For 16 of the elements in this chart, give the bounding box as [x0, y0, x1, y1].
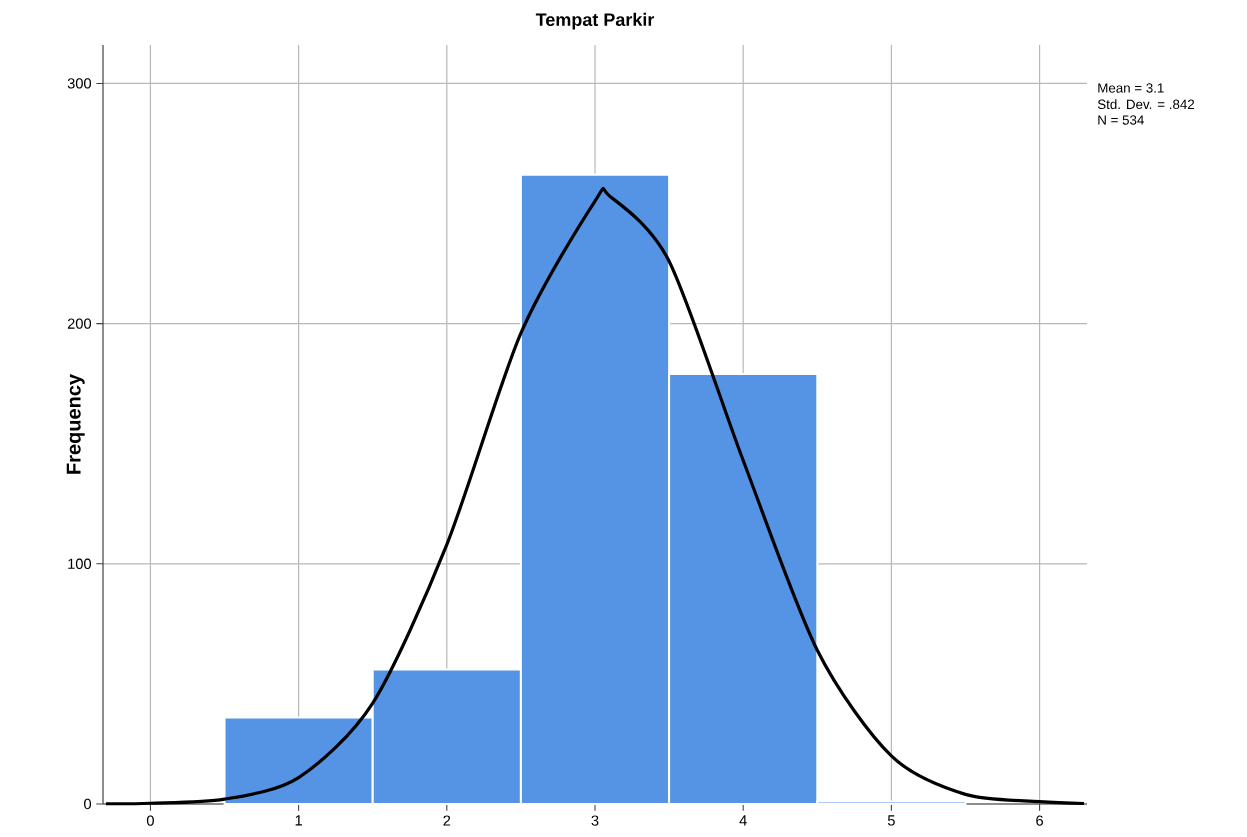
x-tick-label: 5 [887, 815, 895, 826]
y-tick-label: 200 [67, 318, 92, 329]
y-axis-title: Frequency [66, 374, 85, 474]
x-tick-label: 0 [146, 815, 154, 826]
text: Std. Dev. = .842 [1097, 99, 1195, 110]
x-tick-label: 3 [591, 815, 599, 826]
y-tick-label: 300 [67, 78, 92, 89]
x-tick-label: 2 [443, 815, 451, 826]
x-tick-label: 6 [1036, 815, 1044, 826]
y-tick-label: 0 [84, 798, 92, 810]
x-tick-label: 1 [295, 815, 302, 826]
x-tick-label: 4 [739, 815, 747, 826]
y-tick-label: 100 [68, 558, 92, 569]
text: Mean = 3.1 [1098, 83, 1164, 93]
text: N = 534 [1098, 115, 1144, 125]
chart-title: Tempat Parkir [535, 12, 655, 30]
